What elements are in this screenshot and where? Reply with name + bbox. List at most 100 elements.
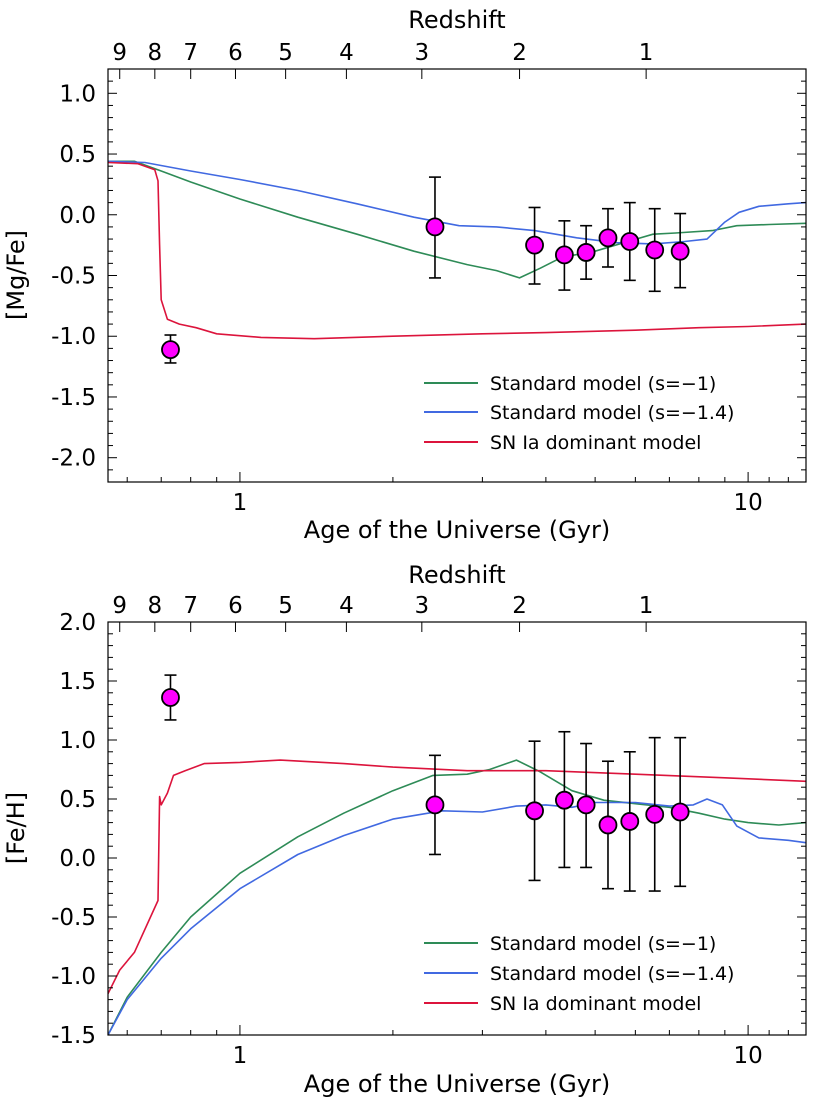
marker bbox=[620, 232, 640, 251]
marker bbox=[161, 340, 180, 359]
mgfe-ytick-label: 0.0 bbox=[59, 203, 96, 229]
feh-ytick-label: -1.5 bbox=[51, 1023, 96, 1049]
mgfe-ytick-label: 1.0 bbox=[59, 81, 96, 107]
mgfe-series-standard-s1 bbox=[108, 160, 806, 279]
mgfe-data-point-6 bbox=[598, 207, 618, 268]
feh-series-standard-s14 bbox=[108, 798, 806, 1035]
feh-legend: Standard model (s=−1) Standard model (s=… bbox=[424, 933, 734, 1015]
feh-redshift-tick-label: 7 bbox=[183, 593, 198, 619]
feh-redshift-tick-label: 9 bbox=[112, 593, 127, 619]
marker bbox=[598, 815, 618, 835]
marker bbox=[645, 240, 665, 260]
feh-ytick-label: 1.5 bbox=[59, 669, 96, 695]
mgfe-redshift-tick-label: 5 bbox=[278, 40, 293, 66]
mgfe-data-point-2 bbox=[425, 176, 445, 279]
mgfe-redshift-tick-label: 8 bbox=[148, 40, 163, 66]
feh-data-point-2 bbox=[425, 754, 445, 856]
mgfe-series-snia bbox=[108, 161, 806, 340]
mgfe-data-point-7 bbox=[620, 201, 640, 282]
mgfe-ytick-label: -0.5 bbox=[51, 264, 96, 290]
mgfe-ytick-label: -2.0 bbox=[51, 446, 96, 472]
feh-data-point-5 bbox=[576, 742, 596, 869]
feh-data-point-1 bbox=[161, 674, 180, 721]
feh-data-point-7 bbox=[620, 750, 640, 892]
feh-series-standard-s1 bbox=[108, 759, 806, 1035]
feh-y-axis-label: [Fe/H] bbox=[2, 792, 30, 864]
feh-redshift-tick-label: 6 bbox=[228, 593, 243, 619]
feh-ytick-label: 0.5 bbox=[59, 787, 96, 813]
marker bbox=[525, 801, 544, 821]
mgfe-ytick-label: -1.0 bbox=[51, 324, 96, 350]
feh-redshift-tick-label: 3 bbox=[415, 593, 430, 619]
feh-axes-layer: 2.0 1.5 1.0 0.5 0.0 -0.5 -1.0 -1.5 1 10 9 8 7 6 5 4 3 2 1 bbox=[51, 593, 806, 1069]
feh-legend-label-snia: SN Ia dominant model bbox=[490, 993, 701, 1015]
feh-legend-label-s14: Standard model (s=−1.4) bbox=[490, 963, 734, 985]
mgfe-data-point-5 bbox=[576, 224, 596, 280]
mgfe-ytick-label: 0.5 bbox=[59, 142, 96, 168]
mgfe-xtick-label: 10 bbox=[733, 490, 762, 516]
feh-xtick-label: 1 bbox=[233, 1043, 248, 1069]
feh-data-point-6 bbox=[598, 760, 618, 890]
mgfe-redshift-tick-label: 2 bbox=[512, 40, 527, 66]
mgfe-x-axis-label: Age of the Universe (Gyr) bbox=[304, 516, 610, 544]
feh-x-axis-label: Age of the Universe (Gyr) bbox=[304, 1070, 610, 1098]
panel-feh: 2.01.51.00.50.0-0.5-1.0-1.51 109 8 7 6 5 4 3 2 1 … bbox=[2, 561, 807, 1098]
feh-ytick-label: -1.0 bbox=[51, 964, 96, 990]
mgfe-data-point-3 bbox=[525, 206, 544, 285]
feh-redshift-tick-label: 2 bbox=[512, 593, 527, 619]
mgfe-redshift-tick-label: 4 bbox=[339, 40, 354, 66]
feh-legend-label-s1: Standard model (s=−1) bbox=[490, 933, 716, 955]
marker bbox=[425, 795, 445, 815]
marker bbox=[598, 228, 618, 248]
mgfe-series-layer bbox=[108, 160, 806, 340]
feh-data-point-3 bbox=[525, 740, 544, 882]
mgfe-series-standard-s14 bbox=[108, 160, 806, 245]
feh-series-snia bbox=[108, 759, 806, 995]
mgfe-redshift-tick-label: 7 bbox=[183, 40, 198, 66]
panel-mgfe: 1.0 0.5 0.0 -0.5 -1.0 -1.5 -2.0 1 10 9 8 7 6 5 4 3 2 1 Re… bbox=[2, 6, 807, 544]
feh-redshift-tick-label: 1 bbox=[639, 593, 654, 619]
marker bbox=[670, 241, 690, 261]
mgfe-redshift-tick-label: 6 bbox=[228, 40, 243, 66]
marker bbox=[670, 802, 690, 822]
feh-data-point-8 bbox=[645, 736, 665, 892]
marker bbox=[620, 812, 640, 831]
feh-series-layer bbox=[108, 759, 806, 1035]
marker bbox=[161, 688, 180, 707]
mgfe-points-layer bbox=[161, 176, 690, 364]
mgfe-y-axis-label: [Mg/Fe] bbox=[2, 230, 30, 320]
mgfe-data-point-8 bbox=[645, 207, 665, 293]
marker bbox=[554, 790, 574, 810]
marker bbox=[525, 235, 544, 255]
feh-redshift-tick-label: 5 bbox=[278, 593, 293, 619]
marker bbox=[576, 243, 596, 262]
mgfe-ytick-label: -1.5 bbox=[51, 385, 96, 411]
marker bbox=[576, 795, 596, 815]
mgfe-redshift-tick-label: 9 bbox=[112, 40, 127, 66]
feh-ytick-label: 1.0 bbox=[59, 728, 96, 754]
mgfe-data-point-1 bbox=[161, 334, 180, 364]
marker bbox=[645, 804, 665, 824]
mgfe-legend-label-s1: Standard model (s=−1) bbox=[490, 373, 716, 395]
feh-plot-frame bbox=[107, 621, 807, 1036]
mgfe-legend: Standard model (s=−1) Standard model (s=… bbox=[424, 373, 734, 454]
mgfe-redshift-tick-label: 1 bbox=[639, 40, 654, 66]
feh-data-point-4 bbox=[554, 730, 574, 869]
mgfe-top-axis-label: Redshift bbox=[408, 6, 505, 34]
feh-redshift-tick-label: 8 bbox=[148, 593, 163, 619]
marker bbox=[554, 245, 574, 265]
mgfe-legend-label-snia: SN Ia dominant model bbox=[490, 432, 701, 454]
mgfe-xtick-label: 1 bbox=[233, 490, 248, 516]
feh-top-axis-label: Redshift bbox=[408, 561, 505, 589]
feh-xtick-label: 10 bbox=[733, 1043, 762, 1069]
mgfe-redshift-tick-label: 3 bbox=[415, 40, 430, 66]
feh-data-point-9 bbox=[670, 736, 690, 888]
feh-ytick-label: 2.0 bbox=[59, 610, 96, 636]
mgfe-data-point-9 bbox=[670, 212, 690, 289]
feh-ytick-label: 0.0 bbox=[59, 846, 96, 872]
mgfe-data-point-4 bbox=[554, 220, 574, 291]
mgfe-legend-label-s14: Standard model (s=−1.4) bbox=[490, 402, 734, 424]
feh-points-layer bbox=[161, 674, 690, 892]
feh-ytick-label: -0.5 bbox=[51, 905, 96, 931]
